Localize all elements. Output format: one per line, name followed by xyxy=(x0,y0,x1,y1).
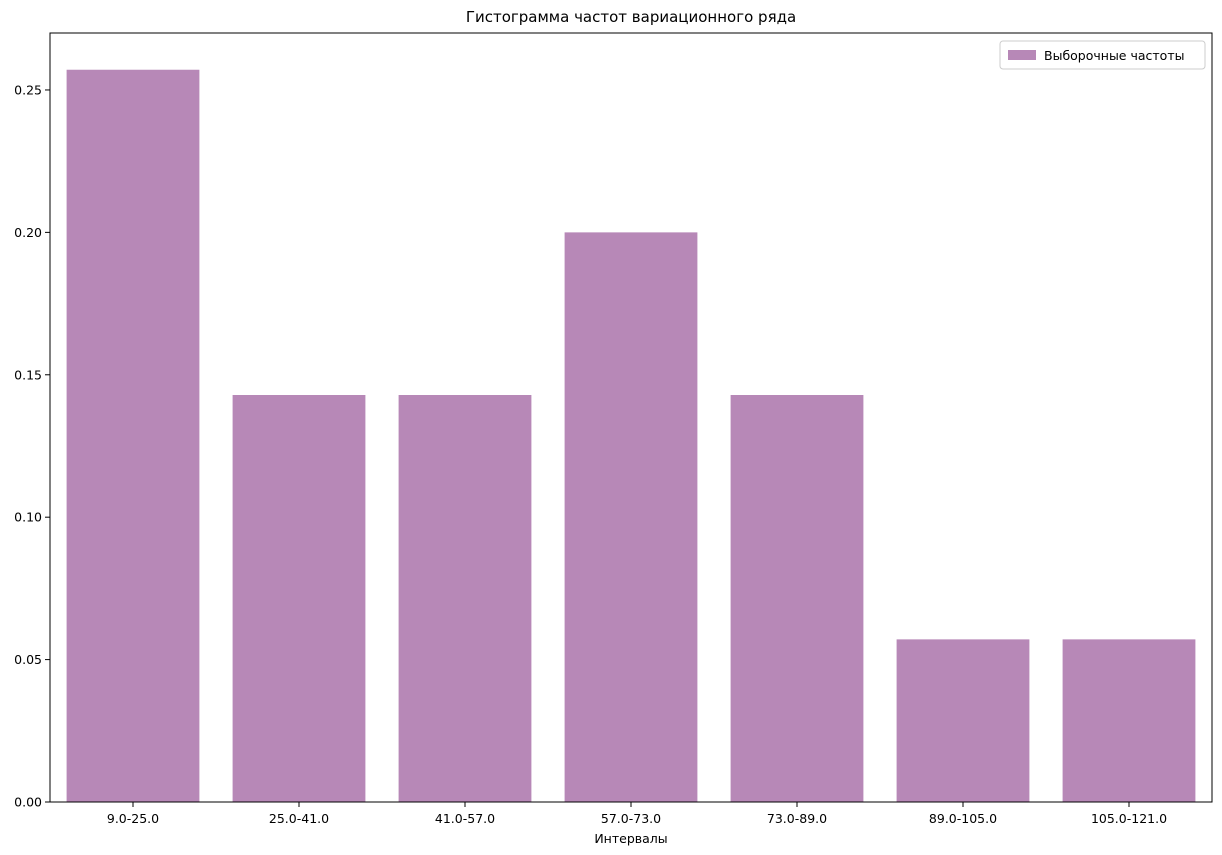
x-tick-label: 25.0-41.0 xyxy=(269,811,329,826)
legend-box xyxy=(999,40,1206,70)
y-tick-label: 0.10 xyxy=(14,510,42,525)
legend-label: Выборочные частоты xyxy=(1044,48,1184,63)
axes-layer: 0.00 0.05 0.10 0.15 0.20 0.25 9.0-25.0 25.0-41.… xyxy=(14,32,1213,826)
legend: Выборочные частоты xyxy=(999,40,1206,70)
y-tick-label: 0.15 xyxy=(14,367,42,382)
y-tick-label: 0.05 xyxy=(14,652,42,667)
bar xyxy=(66,69,200,803)
x-tick-label: 105.0-121.0 xyxy=(1091,811,1167,826)
bar xyxy=(1062,639,1196,802)
x-axis-title: Интервалы xyxy=(594,831,667,846)
bar xyxy=(730,394,864,802)
chart-title: Гистограмма частот вариационного ряда xyxy=(466,8,796,26)
x-tick-label: 41.0-57.0 xyxy=(435,811,495,826)
bar xyxy=(398,394,532,802)
bar xyxy=(564,232,698,803)
x-tick-label: 73.0-89.0 xyxy=(767,811,827,826)
y-tick-label: 0.00 xyxy=(14,795,42,810)
x-tick-label: 9.0-25.0 xyxy=(107,811,159,826)
x-tick-label: 89.0-105.0 xyxy=(929,811,997,826)
y-tick-label: 0.25 xyxy=(14,82,42,97)
legend-swatch xyxy=(1008,50,1036,60)
y-tick-label: 0.20 xyxy=(14,225,42,240)
bar xyxy=(232,394,366,802)
x-tick-label: 57.0-73.0 xyxy=(601,811,661,826)
bar xyxy=(896,639,1030,802)
bars-layer xyxy=(66,69,1196,803)
